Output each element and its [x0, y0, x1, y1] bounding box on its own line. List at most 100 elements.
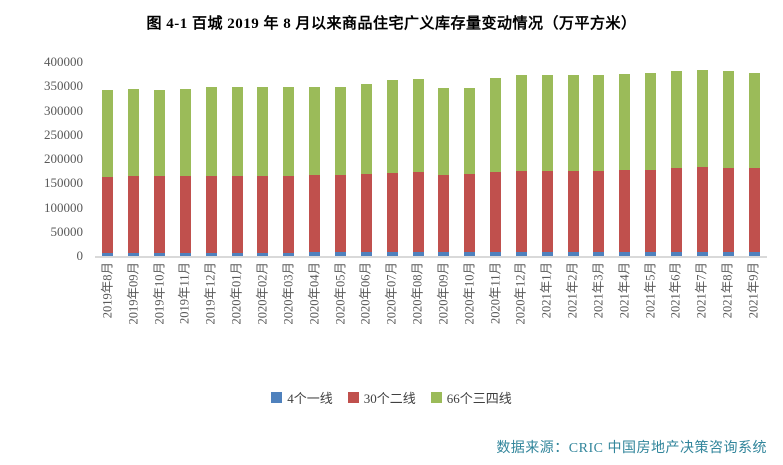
x-axis-label: 2020年03月: [281, 262, 296, 325]
stacked-bar: [670, 71, 682, 256]
x-axis-tick: 2020年09月: [431, 260, 457, 372]
bar-segment: [309, 252, 321, 256]
x-axis: 2019年8月 2019年09月 2019年10月 2019年11月 2019年12月 2…: [95, 260, 767, 372]
bar-column: [353, 84, 379, 256]
x-axis-label: 2020年06月: [358, 262, 373, 325]
bar-segment: [154, 89, 166, 177]
x-axis-label: 2021年9月: [746, 262, 761, 319]
stacked-bar: [748, 72, 760, 256]
bar-segment: [231, 87, 243, 176]
x-axis-tick: 2020年04月: [302, 260, 328, 372]
x-axis-label: 2019年09月: [126, 262, 141, 325]
tier1-swatch-icon: [271, 392, 283, 403]
stacked-bar: [490, 77, 502, 256]
x-axis-label: 2021年6月: [668, 262, 683, 319]
bar-segment: [696, 70, 708, 167]
x-axis-tick: 2020年06月: [353, 260, 379, 372]
bar-segment: [541, 75, 553, 172]
bar-segment: [179, 176, 191, 253]
bar-segment: [179, 252, 191, 256]
x-axis-tick: 2021年2月: [560, 260, 586, 372]
x-axis-tick: 2020年05月: [328, 260, 354, 372]
bar-segment: [593, 74, 605, 171]
bar-column: [328, 86, 354, 256]
bar-segment: [464, 252, 476, 256]
x-axis-tick: 2020年10月: [457, 260, 483, 372]
bar-segment: [593, 252, 605, 256]
stacked-bar: [515, 75, 527, 256]
bar-segment: [490, 77, 502, 172]
stacked-bar: [464, 87, 476, 256]
bar-segment: [309, 175, 321, 253]
bar-segment: [335, 174, 347, 253]
bar-column: [95, 89, 121, 256]
bar-segment: [386, 172, 398, 253]
bar-segment: [205, 252, 217, 256]
bar-segment: [154, 252, 166, 256]
chart-title: 图 4-1 百城 2019 年 8 月以来商品住宅广义库存量变动情况（万平方米）: [146, 16, 637, 32]
stacked-bar: [645, 73, 657, 256]
x-axis-tick: 2020年11月: [483, 260, 509, 372]
bar-column: [379, 80, 405, 256]
bar-segment: [386, 252, 398, 256]
x-axis-label: 2020年04月: [307, 262, 322, 325]
x-axis-label: 2021年7月: [694, 262, 709, 319]
legend-item-tier2: 30个二线: [347, 388, 416, 407]
y-axis-tick-label: 0: [76, 248, 84, 263]
x-axis-label: 2020年05月: [333, 262, 348, 325]
stacked-bar: [722, 71, 734, 256]
bar-column: [405, 79, 431, 256]
bar-segment: [102, 176, 114, 253]
bar-segment: [670, 71, 682, 168]
legend-item-tier34: 66个三四线: [430, 388, 512, 407]
legend-item-tier1: 4个一线: [271, 388, 333, 407]
bar-segment: [231, 175, 243, 253]
x-axis-label: 2020年08月: [410, 262, 425, 325]
y-axis-tick-label: 100000: [44, 199, 83, 215]
stacked-bar: [257, 87, 269, 256]
bar-column: [664, 71, 690, 256]
stacked-bar: [541, 75, 553, 256]
stacked-bar: [205, 87, 217, 256]
x-axis-label: 2021年1月: [539, 262, 554, 319]
x-axis-label: 2020年10月: [462, 262, 477, 325]
stacked-bar: [179, 88, 191, 256]
x-axis-tick: 2021年3月: [586, 260, 612, 372]
bar-segment: [438, 252, 450, 256]
bar-segment: [619, 252, 631, 256]
tier2-swatch-icon: [347, 392, 359, 403]
bar-column: [276, 86, 302, 256]
x-axis-label: 2021年3月: [591, 262, 606, 319]
bar-segment: [670, 251, 682, 256]
bar-segment: [128, 252, 140, 256]
bar-segment: [645, 169, 657, 252]
x-axis-tick: 2021年7月: [689, 260, 715, 372]
x-axis-tick: 2021年5月: [638, 260, 664, 372]
bar-segment: [386, 80, 398, 173]
legend-label-tier1: 4个一线: [287, 391, 333, 406]
bar-segment: [593, 170, 605, 253]
stacked-bar: [231, 87, 243, 256]
bar-segment: [205, 87, 217, 176]
stacked-bar: [128, 88, 140, 256]
bar-segment: [412, 171, 424, 253]
bar-segment: [309, 86, 321, 176]
bar-column: [198, 87, 224, 256]
bar-segment: [722, 251, 734, 256]
bar-segment: [128, 88, 140, 177]
bar-column: [586, 74, 612, 256]
x-axis-label: 2021年2月: [565, 262, 580, 319]
bar-segment: [619, 74, 631, 171]
x-axis-tick: 2019年11月: [173, 260, 199, 372]
bar-segment: [257, 252, 269, 256]
y-axis-tick-label: 50000: [50, 223, 84, 239]
bar-segment: [748, 168, 760, 252]
bar-segment: [567, 252, 579, 256]
bar-column: [147, 89, 173, 256]
x-axis-label: 2020年12月: [513, 262, 528, 325]
bar-segment: [515, 252, 527, 256]
bar-segment: [696, 166, 708, 252]
legend: 4个一线 30个二线 66个三四线: [0, 388, 783, 407]
stacked-bar: [386, 80, 398, 256]
bar-segment: [490, 171, 502, 253]
